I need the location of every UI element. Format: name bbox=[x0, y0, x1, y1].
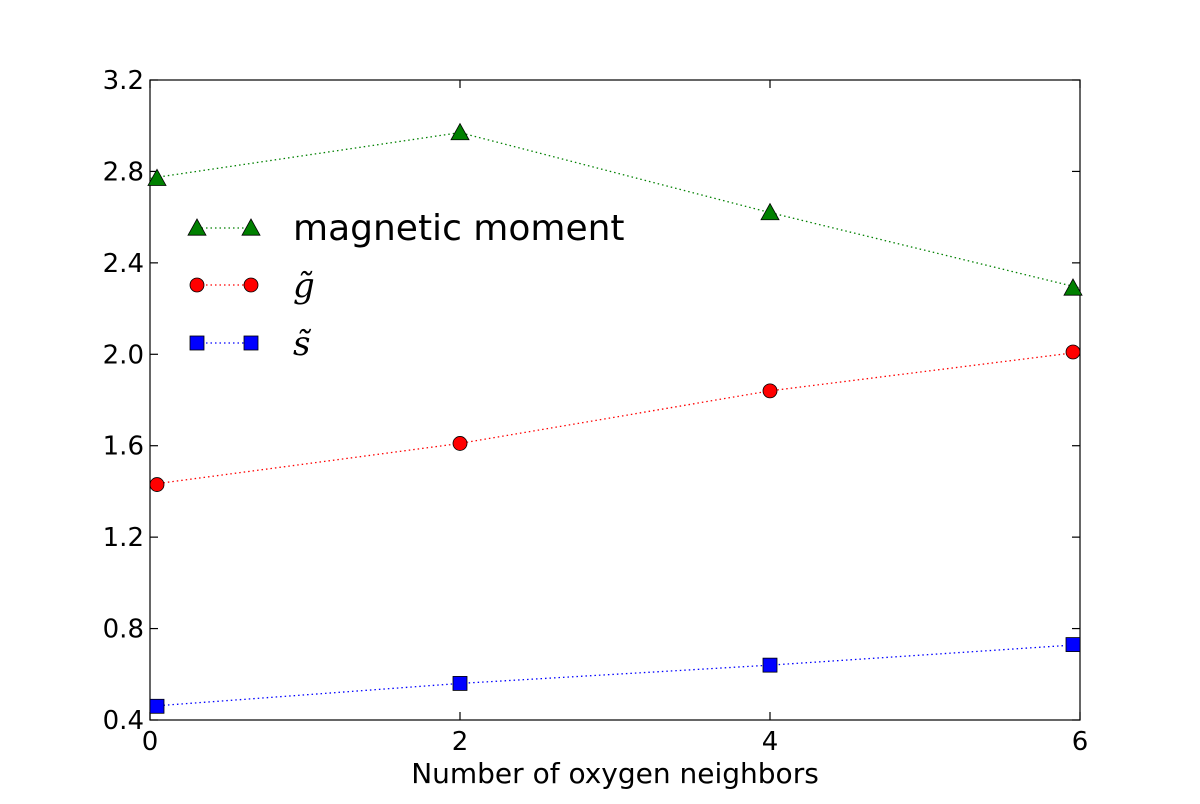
legend-entry: s̃ bbox=[189, 324, 312, 364]
data-point bbox=[760, 202, 780, 221]
series-triangle bbox=[147, 122, 1083, 296]
legend-marker bbox=[189, 335, 205, 351]
y-tick-label: 3.2 bbox=[103, 66, 144, 96]
legend-label: s̃ bbox=[293, 324, 312, 364]
legend-marker bbox=[189, 277, 205, 293]
legend: magnetic moment g̃ s̃ bbox=[187, 208, 625, 364]
y-tick-label: 2.4 bbox=[103, 249, 144, 279]
legend-label: g̃ bbox=[293, 266, 315, 306]
x-tick-label: 6 bbox=[1072, 727, 1089, 757]
x-tick-label: 2 bbox=[452, 727, 469, 757]
series-layer bbox=[147, 122, 1083, 714]
plot-frame bbox=[149, 79, 1081, 721]
data-point bbox=[452, 676, 468, 691]
y-tick-label: 0.4 bbox=[103, 706, 144, 736]
y-tick-label: 1.6 bbox=[103, 432, 144, 462]
legend-marker bbox=[241, 218, 261, 236]
y-tick-label: 2.8 bbox=[103, 157, 144, 187]
y-tick-label: 1.2 bbox=[103, 523, 144, 553]
legend-marker bbox=[187, 218, 207, 236]
data-point bbox=[1065, 637, 1081, 652]
y-tick-label: 0.8 bbox=[103, 615, 144, 645]
data-point bbox=[147, 168, 167, 186]
x-tick-label: 4 bbox=[762, 727, 779, 757]
data-point bbox=[1063, 278, 1083, 296]
legend-entry: g̃ bbox=[189, 266, 315, 306]
ticks-layer: 0 2 4 6 0.4 0.8 1.2 1.6 2.0 2.4 2.8 3.2 bbox=[103, 66, 1089, 757]
data-point bbox=[452, 436, 468, 451]
series-line bbox=[149, 643, 1081, 707]
data-point bbox=[450, 122, 470, 141]
legend-label: magnetic moment bbox=[293, 208, 625, 249]
series-circle bbox=[149, 344, 1081, 492]
legend-entry: magnetic moment bbox=[187, 208, 625, 249]
data-point bbox=[762, 383, 778, 399]
data-point bbox=[149, 698, 165, 714]
x-axis-label: Number of oxygen neighbors bbox=[411, 757, 819, 790]
series-square bbox=[149, 637, 1081, 714]
data-point bbox=[149, 477, 165, 492]
y-tick-label: 2.0 bbox=[103, 340, 144, 370]
plot-frame-layer bbox=[149, 79, 1081, 721]
series-line bbox=[149, 351, 1081, 486]
data-point bbox=[1065, 344, 1081, 360]
x-tick-label: 0 bbox=[142, 727, 159, 757]
series-line bbox=[149, 131, 1081, 289]
legend-marker bbox=[243, 277, 259, 293]
legend-marker bbox=[243, 335, 259, 351]
data-point bbox=[762, 657, 778, 673]
